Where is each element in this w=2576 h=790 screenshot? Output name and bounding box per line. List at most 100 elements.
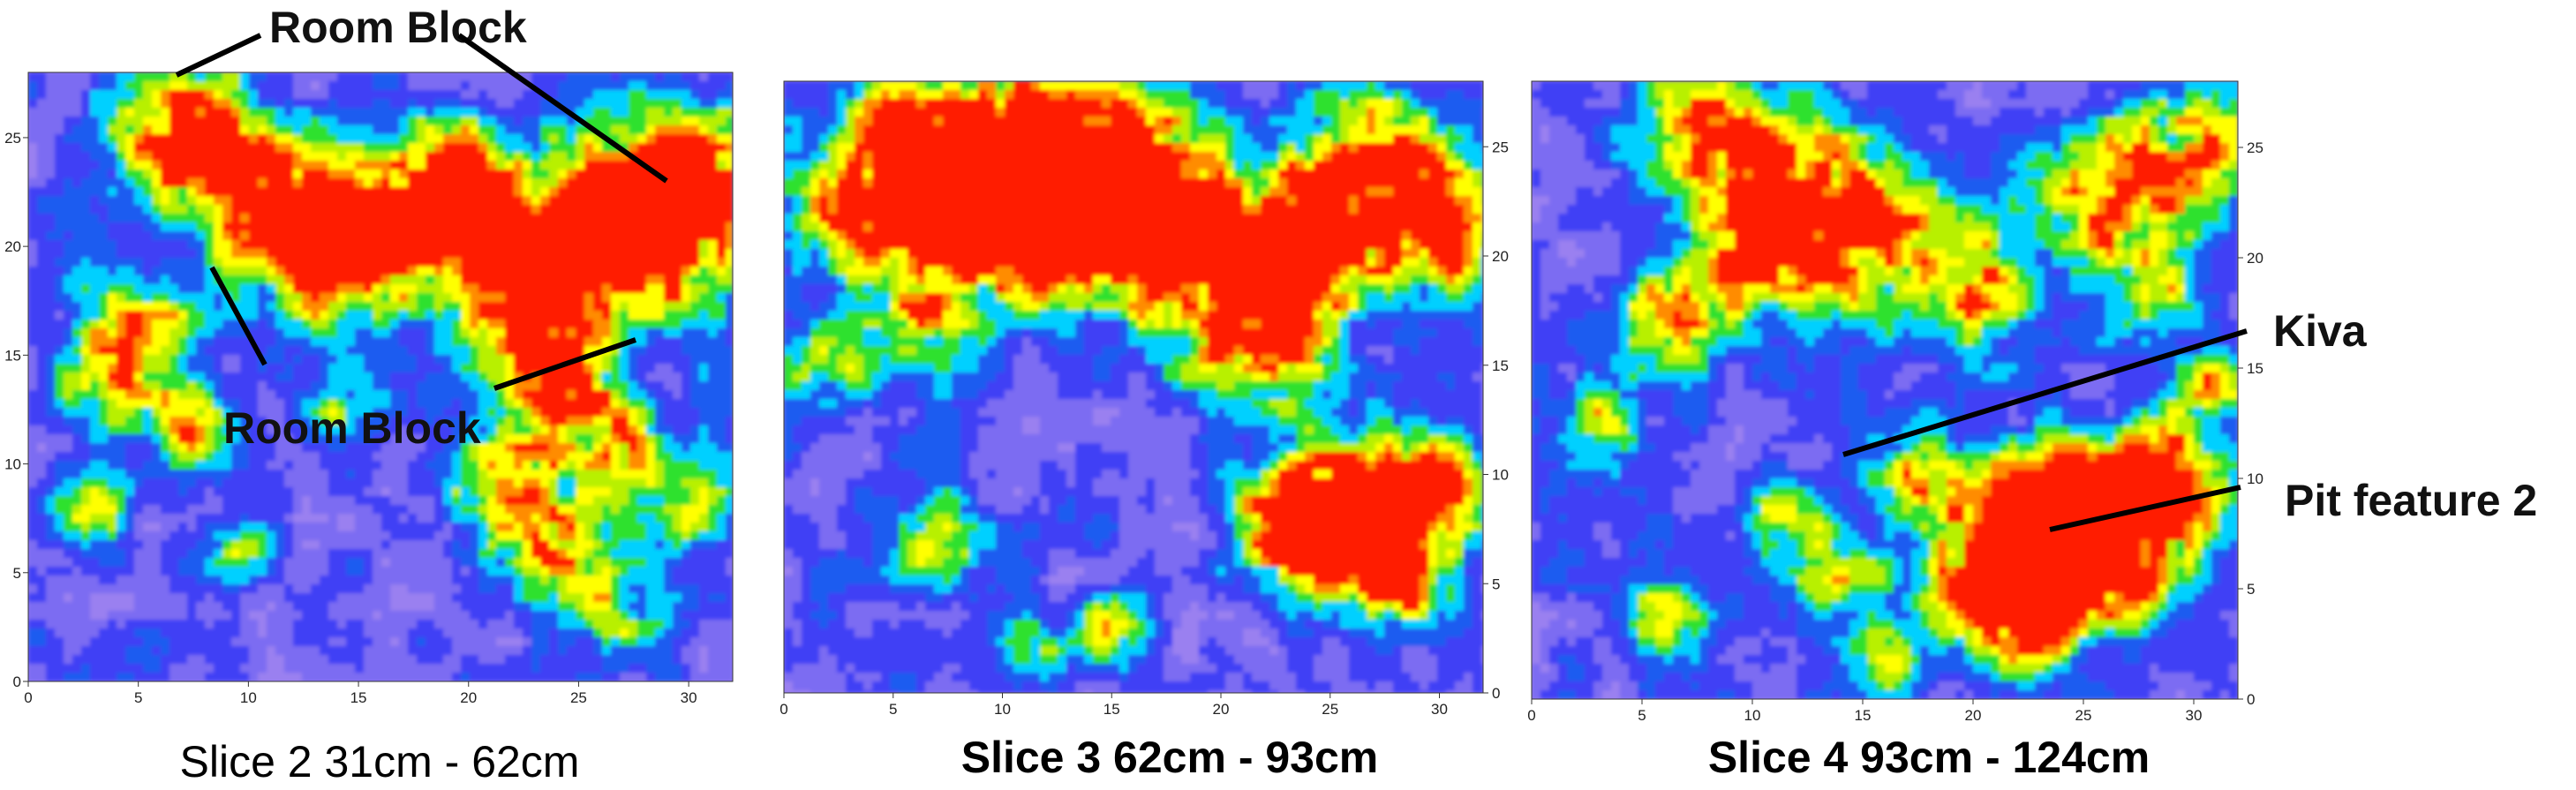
heatmap-cell	[46, 99, 55, 108]
heatmap-cell	[311, 620, 320, 628]
heatmap-cell	[231, 161, 240, 169]
heatmap-cell	[117, 293, 125, 302]
heatmap-cell	[328, 408, 337, 417]
heatmap-cell	[302, 390, 311, 399]
heatmap-cell	[169, 364, 178, 372]
heatmap-cell	[461, 143, 470, 152]
heatmap-cell	[487, 143, 496, 152]
heatmap-cell	[311, 496, 320, 505]
heatmap-cell	[364, 205, 373, 214]
heatmap-cell	[646, 169, 655, 178]
heatmap-cell	[293, 487, 302, 496]
heatmap-cell	[514, 381, 523, 390]
heatmap-cell	[540, 514, 549, 523]
heatmap-cell	[72, 178, 81, 187]
heatmap-cell	[699, 602, 708, 611]
heatmap-cell	[81, 81, 90, 90]
heatmap-cell	[320, 267, 328, 275]
heatmap-cell	[637, 284, 646, 293]
heatmap-cell	[64, 267, 72, 275]
heatmap-cell	[434, 125, 443, 134]
heatmap-cell	[726, 320, 733, 328]
heatmap-cell	[514, 478, 523, 487]
heatmap-cell	[540, 593, 549, 602]
heatmap-cell	[399, 187, 408, 196]
heatmap-cell	[620, 434, 629, 443]
heatmap-cell	[302, 169, 311, 178]
heatmap-cell	[196, 205, 205, 214]
heatmap-cell	[558, 240, 567, 249]
heatmap-cell	[620, 125, 629, 134]
heatmap-cell	[346, 161, 355, 169]
heatmap-cell	[434, 152, 443, 161]
heatmap-cell	[434, 240, 443, 249]
heatmap-cell	[629, 134, 637, 143]
heatmap-cell	[205, 222, 214, 231]
heatmap-cell	[611, 90, 620, 99]
heatmap-cell	[584, 355, 593, 364]
heatmap-cell	[302, 328, 311, 337]
heatmap-cell	[117, 523, 125, 531]
heatmap-cell	[81, 576, 90, 584]
heatmap-cell	[275, 117, 284, 125]
heatmap-cell	[134, 558, 143, 567]
heatmap-cell	[178, 267, 187, 275]
heatmap-cell	[399, 99, 408, 108]
heatmap-cell	[169, 487, 178, 496]
heatmap-cell	[222, 425, 231, 434]
heatmap-cell	[717, 196, 726, 205]
heatmap-cell	[726, 284, 733, 293]
heatmap-cell	[726, 531, 733, 540]
heatmap-cell	[434, 328, 443, 337]
heatmap-cell	[505, 108, 514, 117]
heatmap-cell	[381, 461, 390, 470]
heatmap-cell	[708, 399, 717, 408]
heatmap-cell	[72, 452, 81, 461]
heatmap-cell	[531, 222, 540, 231]
heatmap-cell	[593, 408, 602, 417]
heatmap-cell	[567, 90, 576, 99]
heatmap-cell	[708, 505, 717, 514]
heatmap-cell	[302, 337, 311, 346]
heatmap-cell	[196, 364, 205, 372]
heatmap-cell	[64, 425, 72, 434]
heatmap-cell	[540, 249, 549, 258]
heatmap-cell	[452, 452, 461, 461]
heatmap-cell	[108, 381, 117, 390]
heatmap-cell	[293, 381, 302, 390]
heatmap-cell	[593, 496, 602, 505]
heatmap-cell	[673, 381, 682, 390]
heatmap-cell	[205, 505, 214, 514]
heatmap-cell	[152, 240, 161, 249]
heatmap-cell	[487, 540, 496, 549]
heatmap-cell	[293, 284, 302, 293]
heatmap-cell	[72, 584, 81, 593]
heatmap-cell	[699, 178, 708, 187]
heatmap-cell	[417, 90, 426, 99]
heatmap-cell	[434, 390, 443, 399]
heatmap-cell	[558, 311, 567, 320]
heatmap-cell	[320, 143, 328, 152]
heatmap-cell	[275, 346, 284, 355]
heatmap-cell	[567, 240, 576, 249]
heatmap-cell	[311, 196, 320, 205]
heatmap-cell	[99, 72, 108, 81]
heatmap-cell	[117, 443, 125, 452]
heatmap-cell	[258, 470, 267, 478]
heatmap-cell	[690, 584, 699, 593]
heatmap-cell	[284, 249, 293, 258]
heatmap-cell	[364, 540, 373, 549]
heatmap-cell	[275, 584, 284, 593]
heatmap-cell	[673, 161, 682, 169]
heatmap-cell	[549, 434, 558, 443]
heatmap-cell	[302, 196, 311, 205]
heatmap-cell	[90, 487, 99, 496]
heatmap-cell	[337, 161, 346, 169]
heatmap-cell	[470, 152, 478, 161]
heatmap-cell	[620, 152, 629, 161]
heatmap-cell	[399, 576, 408, 584]
heatmap-cell	[346, 470, 355, 478]
heatmap-cell	[231, 81, 240, 90]
heatmap-cell	[28, 240, 37, 249]
heatmap-cell	[249, 487, 258, 496]
